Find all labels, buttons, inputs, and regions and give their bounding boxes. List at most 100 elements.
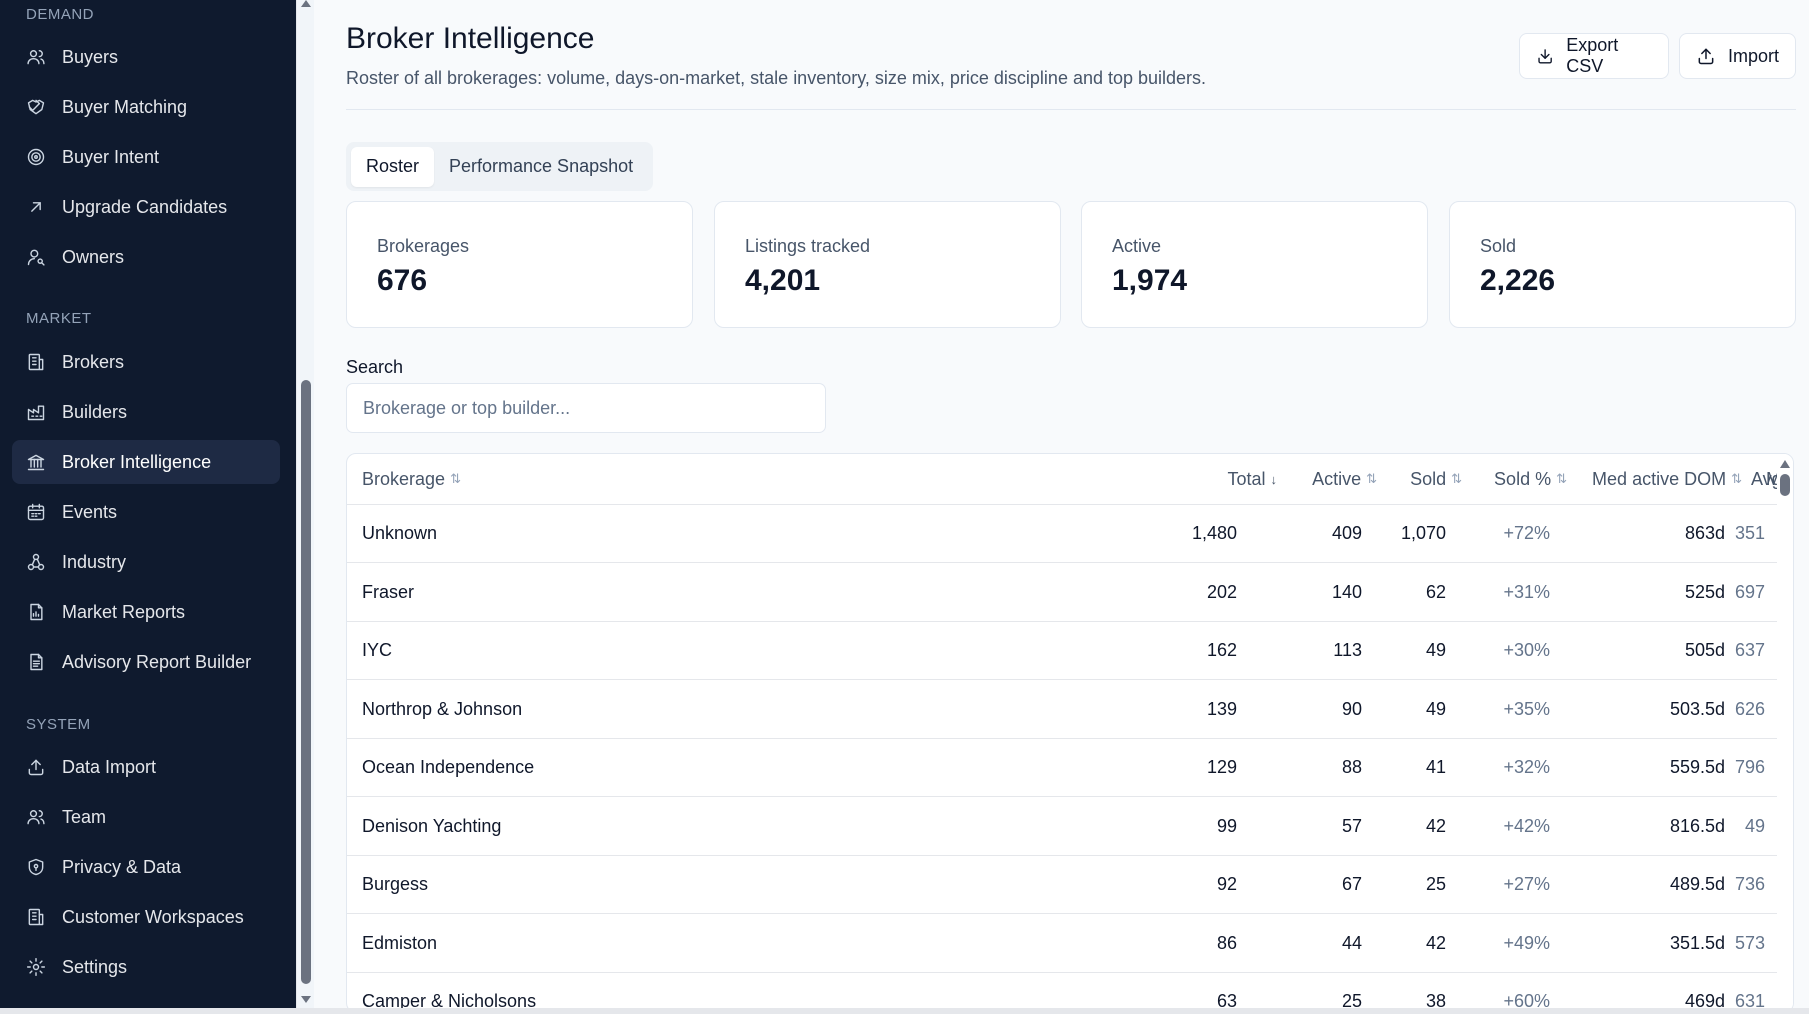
sidebar-item-label: Builders <box>62 401 128 422</box>
cell-med-active-dom: 503.5d <box>1669 698 1725 719</box>
cell-sold: 42 <box>1425 815 1446 836</box>
cell-brokerage: Edmiston <box>362 932 438 953</box>
section-label-market: MARKET <box>26 310 92 327</box>
column-header-med-active-dom[interactable]: Med active DOM ⇅ <box>1592 468 1742 489</box>
sidebar-item-settings[interactable]: Settings <box>12 945 280 989</box>
gear-icon <box>26 957 46 977</box>
cell-brokerage: Fraser <box>362 581 415 602</box>
column-header-sold[interactable]: Sold ⇅ <box>1410 468 1462 489</box>
sidebar-scrollbar[interactable] <box>296 0 314 1008</box>
horizontal-scrollbar[interactable] <box>0 1008 1809 1014</box>
cell-avg-dom: 631 <box>1734 991 1765 1008</box>
sidebar-item-buyer-matching[interactable]: Buyer Matching <box>12 85 280 129</box>
scroll-up-icon[interactable] <box>301 0 311 7</box>
stat-label: Brokerages <box>377 236 470 256</box>
stat-value: 4,201 <box>745 264 821 297</box>
users-icon <box>26 807 46 827</box>
sort-icon: ⇅ <box>1731 471 1742 486</box>
factory-icon <box>26 402 46 422</box>
sidebar-item-team[interactable]: Team <box>12 795 280 839</box>
cell-sold-pct: +31% <box>1503 581 1550 602</box>
cell-brokerage: Unknown <box>362 523 438 543</box>
column-header-brokerage[interactable]: Brokerage ⇅ <box>362 468 461 489</box>
brokerage-table: Brokerage ⇅ Total ↓ Active ⇅ Sold ⇅ Sold % ⇅ … <box>346 453 1794 1008</box>
sidebar-item-buyer-intent[interactable]: Buyer Intent <box>12 135 280 179</box>
table-scrollbar[interactable] <box>1777 454 1793 1008</box>
cell-avg-dom: 796 <box>1734 757 1765 777</box>
stat-card-listings-tracked: Listings tracked 4,201 <box>714 201 1061 328</box>
sidebar-item-label: Buyer Matching <box>62 96 188 117</box>
scroll-thumb[interactable] <box>1780 474 1790 496</box>
sidebar-item-data-import[interactable]: Data Import <box>12 745 280 789</box>
export-csv-button[interactable]: Export CSV <box>1519 33 1669 79</box>
sidebar-item-label: Team <box>62 806 107 827</box>
scroll-thumb[interactable] <box>301 380 311 984</box>
sidebar-item-broker-intelligence[interactable]: Broker Intelligence <box>12 440 280 484</box>
cell-active: 88 <box>1341 757 1362 777</box>
sidebar-item-privacy-data[interactable]: Privacy & Data <box>12 845 280 889</box>
scroll-down-icon[interactable] <box>301 996 311 1003</box>
stat-card-brokerages: Brokerages 676 <box>346 201 693 328</box>
table-row[interactable]: Camper & Nicholsons632538+60%469d356.5d6… <box>347 973 1779 1008</box>
download-icon <box>1538 49 1552 64</box>
cell-sold: 62 <box>1425 581 1446 602</box>
upload-icon <box>1698 48 1714 65</box>
sort-icon: ⇅ <box>1366 471 1377 486</box>
sidebar-item-label: Brokers <box>62 351 125 372</box>
cell-total: 99 <box>1216 815 1237 836</box>
sidebar-item-events[interactable]: Events <box>12 490 280 534</box>
import-label: Import <box>1727 45 1779 66</box>
scroll-up-icon[interactable] <box>1780 460 1790 468</box>
cell-total: 139 <box>1206 698 1237 719</box>
cell-total: 86 <box>1216 932 1237 953</box>
sidebar-item-label: Buyer Intent <box>62 146 160 167</box>
sidebar-item-brokers[interactable]: Brokers <box>12 340 280 384</box>
cell-sold-pct: +27% <box>1503 874 1550 894</box>
stat-value: 1,974 <box>1112 264 1188 297</box>
sidebar-item-label: Upgrade Candidates <box>62 196 228 217</box>
cell-sold-pct: +32% <box>1503 757 1550 777</box>
cell-active: 44 <box>1341 932 1362 953</box>
stat-label: Listings tracked <box>745 236 871 256</box>
cell-total: 1,480 <box>1191 523 1237 543</box>
cell-sold: 49 <box>1425 698 1446 719</box>
sidebar-item-builders[interactable]: Builders <box>12 390 280 434</box>
cell-med-active-dom: 816.5d <box>1669 815 1725 836</box>
building-icon <box>26 907 46 927</box>
search-input[interactable] <box>346 383 826 433</box>
sidebar-item-advisory-report-builder[interactable]: Advisory Report Builder <box>12 640 280 684</box>
table-row[interactable]: Ocean Independence1298841+32%559.5d399d7… <box>347 739 1779 797</box>
users-icon <box>26 47 46 67</box>
cell-sold-pct: +60% <box>1503 991 1550 1008</box>
cell-active: 67 <box>1341 874 1362 894</box>
sidebar-item-customer-workspaces[interactable]: Customer Workspaces <box>12 895 280 939</box>
table-row[interactable]: Northrop & Johnson1399049+35%503.5d357d6… <box>347 681 1779 739</box>
tab-roster[interactable]: Roster <box>351 146 435 187</box>
sidebar-item-market-reports[interactable]: Market Reports <box>12 590 280 634</box>
column-header-total[interactable]: Total ↓ <box>1227 468 1277 489</box>
stat-label: Active <box>1112 236 1162 256</box>
sidebar-item-industry[interactable]: Industry <box>12 540 280 584</box>
stat-label: Sold <box>1480 236 1517 256</box>
sidebar-item-label: Advisory Report Builder <box>62 651 252 672</box>
cell-active: 90 <box>1341 698 1362 719</box>
sidebar-item-buyers[interactable]: Buyers <box>12 35 280 79</box>
sidebar-item-upgrade-candidates[interactable]: Upgrade Candidates <box>12 185 280 229</box>
tab-performance-snapshot[interactable]: Performance Snapshot <box>449 156 634 176</box>
cell-total: 63 <box>1216 991 1237 1008</box>
cell-sold-pct: +72% <box>1503 523 1550 543</box>
cell-sold-pct: +30% <box>1503 640 1550 660</box>
import-button[interactable]: Import <box>1679 33 1796 79</box>
column-header-sold-pct[interactable]: Sold % ⇅ <box>1494 468 1567 489</box>
cell-avg-dom: 49 <box>1744 815 1765 836</box>
sidebar-item-owners[interactable]: Owners <box>12 235 280 279</box>
column-header-active[interactable]: Active ⇅ <box>1312 468 1377 489</box>
cell-med-active-dom: 525d <box>1684 581 1725 602</box>
